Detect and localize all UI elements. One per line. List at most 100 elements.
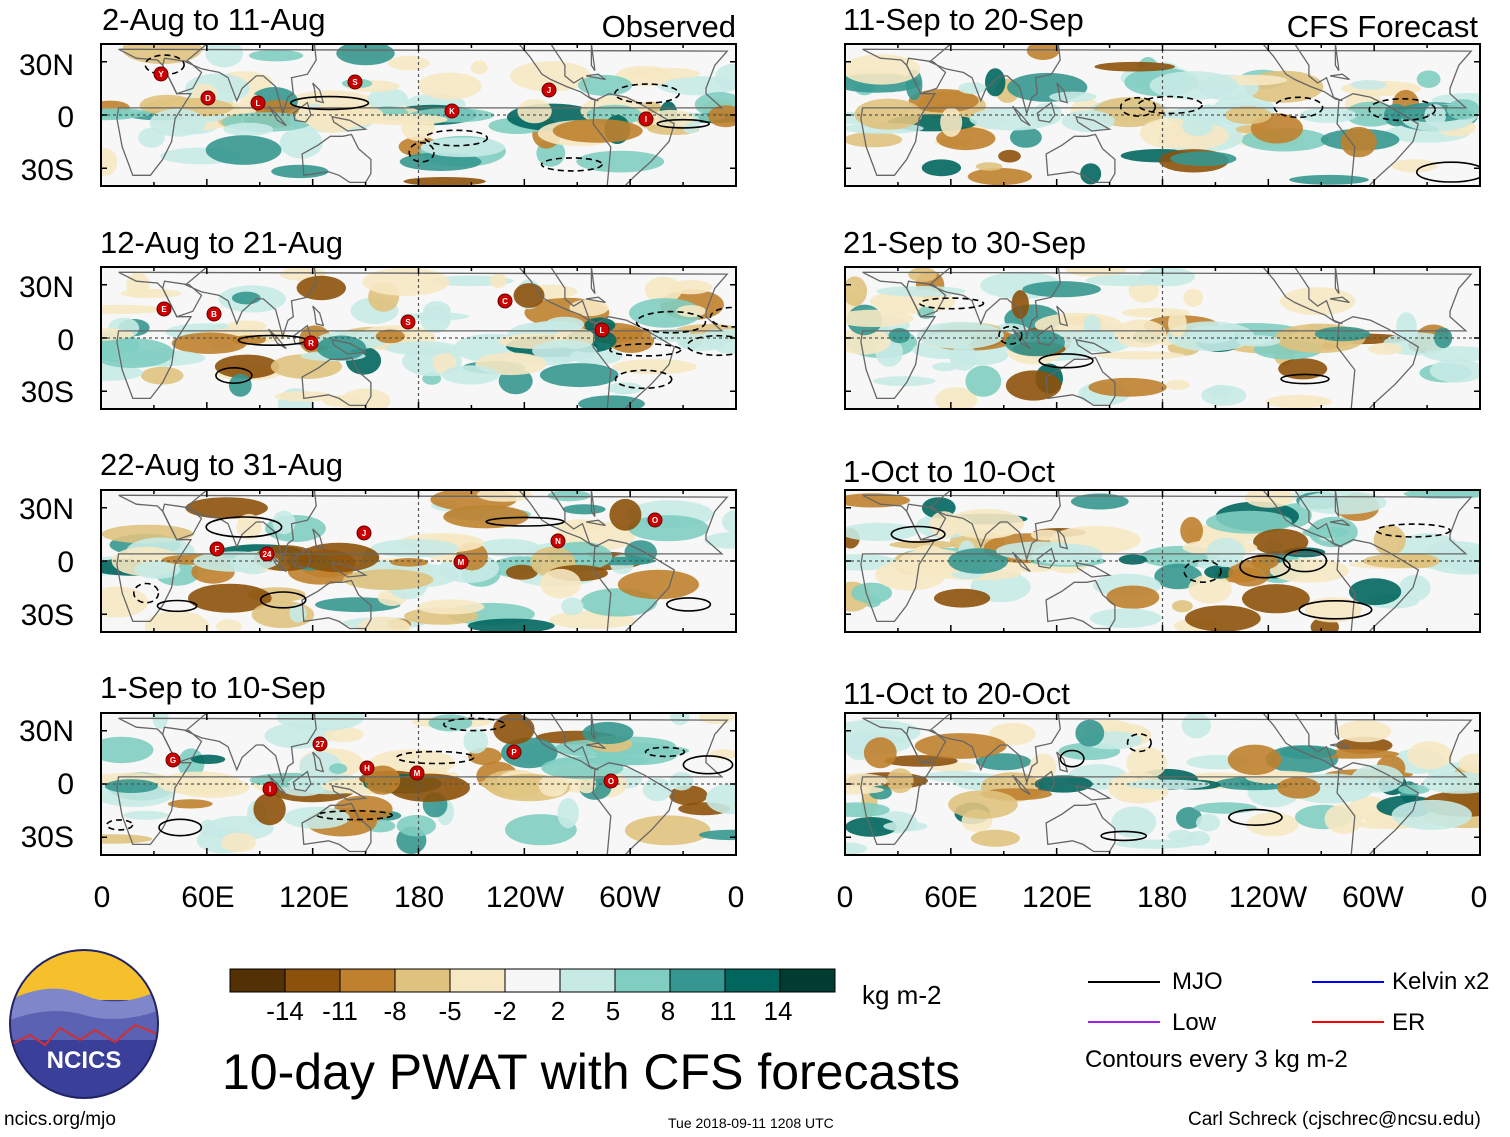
wet-anomaly xyxy=(467,618,555,632)
dry-anomaly xyxy=(875,559,946,591)
dry-anomaly xyxy=(845,54,921,85)
observed-panel-2: B R S C L E xyxy=(100,266,737,410)
dry-anomaly xyxy=(1005,370,1062,401)
wet-anomaly xyxy=(1351,764,1404,793)
wet-anomaly xyxy=(276,713,365,731)
anomaly-field xyxy=(845,713,1480,855)
continent-outline xyxy=(1334,44,1340,71)
dry-anomaly xyxy=(854,98,923,130)
anomaly-field xyxy=(101,267,736,409)
legend-label-er: ER xyxy=(1392,1009,1426,1036)
tropical-cyclone-marker: M xyxy=(409,765,425,781)
wet-anomaly xyxy=(883,821,928,832)
wet-anomaly xyxy=(190,754,226,764)
colorbar-tick-label: 5 xyxy=(605,996,621,1026)
logo-mountains xyxy=(10,1010,158,1040)
wet-anomaly xyxy=(1349,578,1402,606)
wet-anomaly xyxy=(845,817,897,837)
forecast-column-label: CFS Forecast xyxy=(1286,9,1478,44)
cyclone-label: E xyxy=(161,305,167,314)
continent-outline xyxy=(312,528,325,550)
wet-anomaly xyxy=(642,778,673,802)
coastlines xyxy=(116,713,729,855)
continent-outline xyxy=(116,48,729,176)
positive-contour xyxy=(682,755,734,775)
continent-outline xyxy=(585,73,606,81)
continent-outline xyxy=(906,726,947,764)
wet-anomaly xyxy=(1422,772,1480,794)
cyclone-symbol xyxy=(409,765,425,781)
positive-contour xyxy=(1228,808,1283,827)
colorbar-swatch xyxy=(559,968,616,993)
lat-label: 0 xyxy=(57,768,74,801)
positive-contour xyxy=(158,818,203,837)
positive-contour xyxy=(1416,161,1480,183)
dry-anomaly xyxy=(188,583,272,613)
coastlines xyxy=(116,490,729,632)
legend-label-mjo: MJO xyxy=(1172,968,1223,995)
wet-anomaly xyxy=(1204,565,1234,579)
cyclone-symbol xyxy=(312,736,328,752)
forecast-panel-1 xyxy=(844,43,1481,187)
dry-anomaly xyxy=(1277,777,1321,799)
continent-outline xyxy=(1036,101,1056,123)
tropical-cyclone-marker: 27 xyxy=(312,736,328,752)
dry-anomaly xyxy=(171,332,247,355)
continent-outline xyxy=(301,579,372,630)
legend-label-kelvin: Kelvin x2 xyxy=(1392,968,1490,995)
dry-anomaly xyxy=(1126,746,1167,779)
cyclone-symbol xyxy=(359,760,375,776)
observed-panel-4-title: 1-Sep to 10-Sep xyxy=(100,670,326,705)
wet-anomaly xyxy=(249,49,304,62)
wet-anomaly xyxy=(1416,70,1441,88)
cyclone-symbol xyxy=(541,82,557,98)
tropical-cyclone-marker: B xyxy=(206,306,222,322)
mjo-contours xyxy=(106,717,734,837)
dry-anomaly xyxy=(1172,600,1193,613)
continent-outline xyxy=(1075,561,1112,578)
dry-anomaly xyxy=(948,790,1018,819)
coastlines xyxy=(116,267,729,409)
wet-anomaly xyxy=(1289,174,1369,185)
dry-anomaly xyxy=(470,60,488,75)
colorbar-tick-label: 8 xyxy=(660,996,676,1026)
cyclone-label: M xyxy=(414,769,421,778)
dry-anomaly xyxy=(1407,741,1453,770)
colorbar-swatch xyxy=(779,968,836,993)
tropical-cyclone-marker: F xyxy=(209,541,225,557)
continent-outline xyxy=(1012,105,1031,127)
dry-anomaly xyxy=(624,815,711,846)
continent-outline xyxy=(1045,356,1116,407)
dry-anomaly xyxy=(1183,288,1203,307)
continent-outline xyxy=(518,713,599,771)
cyclone-symbol xyxy=(356,525,372,541)
dry-anomaly xyxy=(1184,605,1261,632)
wet-anomaly xyxy=(101,338,174,368)
wet-anomaly xyxy=(123,810,169,820)
wet-anomaly xyxy=(669,771,694,791)
dry-anomaly xyxy=(1114,319,1167,348)
dry-anomaly xyxy=(538,774,568,797)
logo-text: NCICS xyxy=(47,1047,122,1074)
colorbar-tick-label: -5 xyxy=(438,996,462,1026)
continent-outline xyxy=(292,547,312,569)
dry-anomaly xyxy=(1246,812,1299,837)
dry-anomaly xyxy=(1094,61,1175,72)
continent-outline xyxy=(331,338,368,355)
continent-outline xyxy=(312,82,325,104)
dry-anomaly xyxy=(577,774,597,794)
continent-outline xyxy=(860,717,1473,846)
dry-anomaly xyxy=(509,61,592,92)
dry-anomaly xyxy=(493,713,535,745)
cyclone-label: S xyxy=(405,318,411,327)
wet-anomaly xyxy=(715,63,736,90)
cyclone-symbol xyxy=(200,90,216,106)
lon-label: 0 xyxy=(1470,881,1488,914)
continent-outline xyxy=(1045,579,1116,630)
negative-contour xyxy=(1137,95,1203,115)
cyclone-symbol xyxy=(153,66,169,82)
wet-anomaly xyxy=(561,597,584,616)
wet-anomaly xyxy=(975,753,1032,771)
negative-contour xyxy=(408,141,435,163)
dry-anomaly xyxy=(886,768,914,794)
